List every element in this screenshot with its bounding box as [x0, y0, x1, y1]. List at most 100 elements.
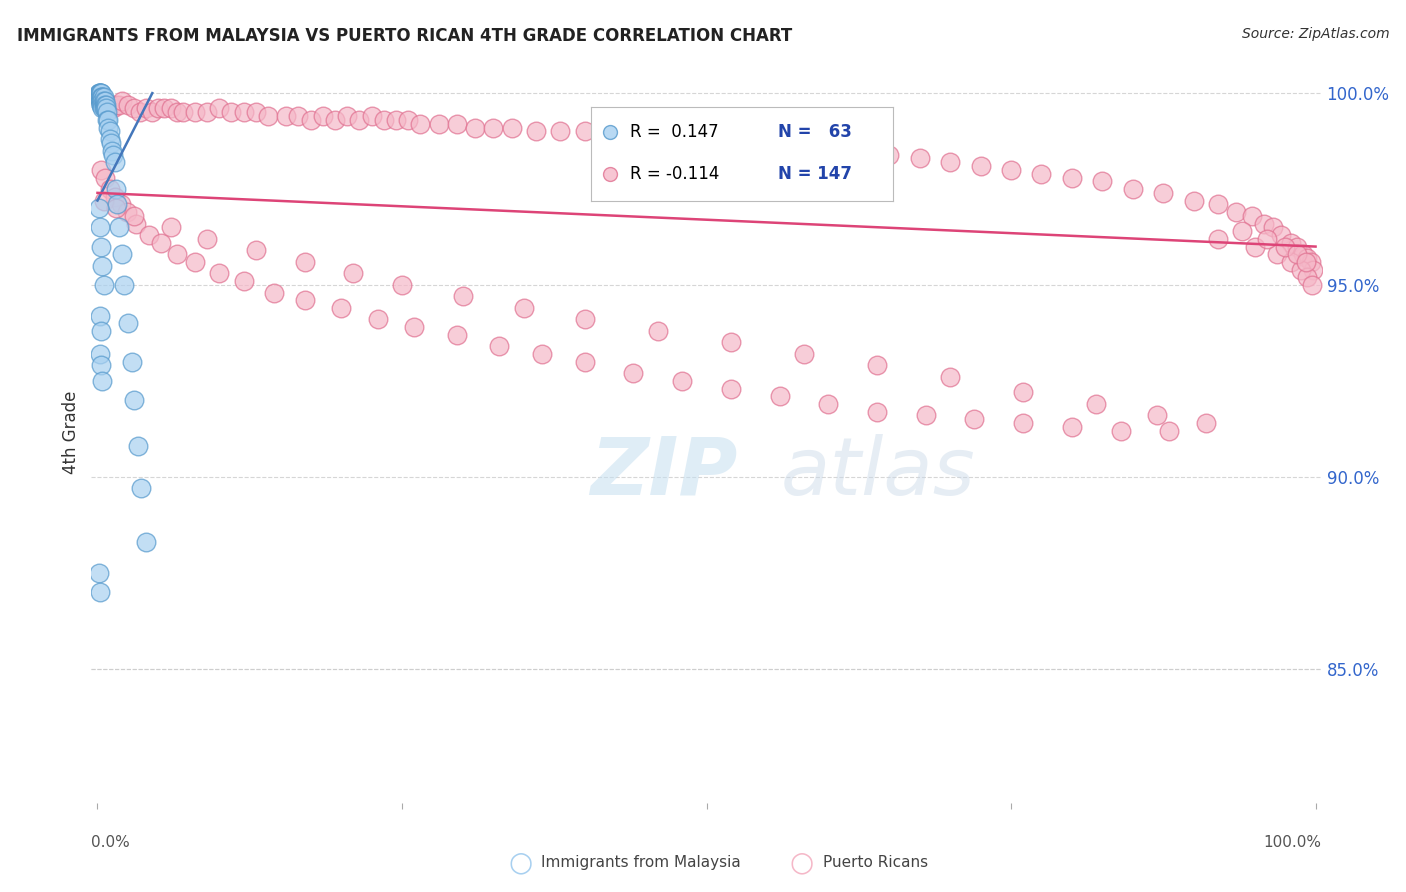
Point — [93, 97, 115, 112]
Point — [184, 255, 207, 269]
Point — [349, 113, 371, 128]
Point — [342, 267, 364, 281]
Point — [141, 105, 163, 120]
Point — [488, 339, 510, 353]
Point — [117, 97, 139, 112]
Point — [87, 90, 110, 104]
Point — [1091, 174, 1114, 188]
Point — [232, 274, 254, 288]
Point — [97, 97, 120, 112]
Point — [257, 109, 280, 123]
Point — [245, 244, 267, 258]
Point — [104, 182, 127, 196]
Point — [221, 105, 243, 120]
Point — [1241, 209, 1264, 223]
Point — [105, 197, 128, 211]
Point — [91, 94, 114, 108]
Point — [628, 128, 651, 143]
Point — [1060, 170, 1083, 185]
Point — [1060, 420, 1083, 434]
Point — [208, 102, 231, 116]
Point — [98, 124, 121, 138]
Point — [89, 94, 111, 108]
Text: 0.0%: 0.0% — [91, 836, 131, 850]
Point — [89, 220, 111, 235]
Point — [683, 132, 706, 146]
Point — [131, 481, 153, 495]
Point — [762, 140, 785, 154]
Point — [482, 120, 505, 135]
Point — [1295, 255, 1317, 269]
Point — [671, 374, 693, 388]
Point — [1279, 255, 1302, 269]
Point — [90, 94, 112, 108]
Point — [939, 370, 962, 384]
Point — [1286, 247, 1309, 261]
Point — [110, 197, 132, 211]
Point — [294, 255, 316, 269]
Point — [90, 94, 112, 108]
Text: atlas: atlas — [780, 434, 976, 512]
Point — [287, 109, 309, 123]
Point — [1289, 262, 1312, 277]
Point — [1195, 416, 1218, 430]
Point — [793, 347, 815, 361]
Point — [87, 90, 110, 104]
Point — [104, 97, 127, 112]
Point — [647, 324, 669, 338]
Point — [93, 277, 115, 292]
Point — [1225, 205, 1247, 219]
Point — [93, 102, 115, 116]
Point — [263, 285, 285, 300]
Point — [87, 86, 110, 100]
Point — [738, 136, 761, 150]
Point — [574, 124, 596, 138]
Point — [1261, 220, 1284, 235]
Point — [312, 109, 335, 123]
Point — [195, 232, 218, 246]
Point — [90, 239, 112, 253]
Point — [848, 147, 870, 161]
Point — [115, 205, 138, 219]
Point — [90, 86, 112, 100]
Point — [159, 102, 181, 116]
Point — [1243, 239, 1265, 253]
Point — [1286, 239, 1309, 253]
Point — [524, 124, 547, 138]
Point — [103, 190, 125, 204]
Point — [96, 105, 118, 120]
Point — [1302, 262, 1324, 277]
Point — [464, 120, 486, 135]
Point — [94, 102, 117, 116]
Text: ○: ○ — [508, 848, 533, 877]
Point — [1296, 251, 1319, 265]
Point — [817, 144, 839, 158]
Point — [1296, 270, 1319, 285]
Text: Puerto Ricans: Puerto Ricans — [823, 855, 928, 870]
Point — [1085, 397, 1108, 411]
Point — [100, 136, 122, 150]
Point — [914, 409, 936, 423]
Point — [89, 90, 111, 104]
Point — [963, 412, 986, 426]
Point — [90, 359, 112, 373]
Text: ZIP: ZIP — [591, 434, 738, 512]
Point — [451, 289, 474, 303]
Point — [148, 102, 170, 116]
Point — [1109, 424, 1132, 438]
Text: N =   63: N = 63 — [778, 123, 852, 141]
Point — [1253, 217, 1275, 231]
Point — [89, 86, 111, 100]
Point — [98, 182, 121, 196]
Point — [100, 97, 122, 112]
Point — [1206, 232, 1229, 246]
Point — [330, 301, 353, 315]
Point — [89, 347, 111, 361]
Point — [93, 94, 115, 108]
Text: R =  0.147: R = 0.147 — [630, 123, 718, 141]
Point — [89, 90, 111, 104]
Point — [336, 109, 359, 123]
Point — [103, 147, 125, 161]
Point — [103, 102, 125, 116]
Point — [122, 209, 145, 223]
